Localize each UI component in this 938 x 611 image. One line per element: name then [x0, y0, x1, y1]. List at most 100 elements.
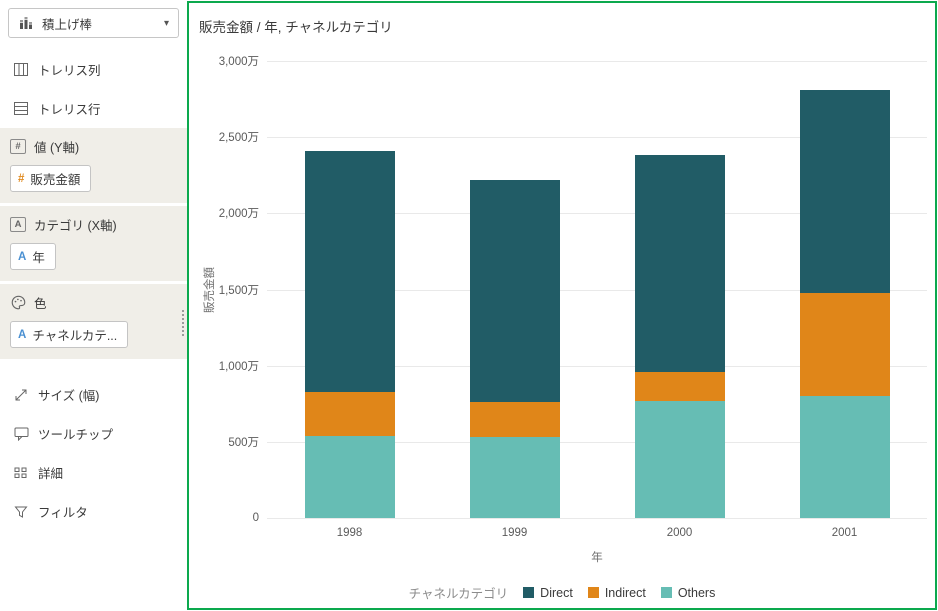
gridline [267, 289, 927, 291]
sidebar-item-trellis-columns[interactable]: トレリス列 [0, 50, 187, 89]
bar-segment-indirect[interactable] [799, 292, 890, 397]
chart-panel[interactable]: 販売金額 / 年, チャネルカテゴリ 販売金額 0 500万 1,000万 1,500… [187, 1, 937, 610]
size-icon [13, 388, 29, 402]
y-tick-label: 1,000万 [218, 360, 259, 373]
sidebar-item-label: トレリス列 [38, 64, 101, 78]
gridline [267, 137, 927, 139]
text-field-icon: A [18, 250, 27, 263]
y-tick-label: 1,500万 [218, 284, 259, 297]
stacked-bar-2000[interactable] [634, 155, 725, 518]
numeric-field-icon: # [18, 172, 25, 185]
sidebar-item-detail[interactable]: 詳細 [0, 453, 187, 492]
sidebar-item-label: トレリス行 [38, 103, 101, 117]
bar-slot [597, 61, 762, 518]
bar-segment-others[interactable] [304, 435, 395, 518]
y-axis-ticks: 0 500万 1,000万 1,500万 2,000万 2,500万 3,000万 [189, 56, 259, 524]
legend-label: Others [677, 585, 716, 600]
field-chip-label: 販売金額 [30, 173, 81, 187]
legend-item-indirect[interactable]: Indirect [587, 585, 646, 600]
y-tick-label: 500万 [228, 436, 259, 449]
gridline [267, 213, 927, 215]
tooltip-icon [13, 427, 29, 441]
gridline [267, 365, 927, 367]
legend-item-others[interactable]: Others [660, 585, 716, 600]
palette-icon [10, 295, 26, 310]
section-header: 色 [10, 293, 177, 312]
chart-type-label: 積上げ棒 [42, 17, 93, 32]
panel-resize-handle[interactable] [182, 310, 187, 336]
chart-type-dropdown[interactable]: 積上げ棒 ▾ [8, 8, 179, 38]
x-tick-label: 2001 [831, 527, 858, 539]
section-header: A カテゴリ (X軸) [10, 215, 177, 234]
sidebar-item-trellis-rows[interactable]: トレリス行 [0, 89, 187, 128]
sidebar-bottom-group: サイズ (幅) ツールチップ 詳細 フィルタ [0, 375, 187, 531]
bar-segment-others[interactable] [799, 396, 890, 518]
section-title: 色 [34, 297, 47, 311]
field-chip-label: 年 [32, 251, 45, 265]
field-chip-sales-amount[interactable]: # 販売金額 [10, 165, 92, 192]
text-field-icon: A [18, 328, 27, 341]
bar-segment-indirect[interactable] [469, 402, 560, 438]
detail-grid-icon [13, 466, 29, 479]
legend-swatch [660, 587, 672, 598]
y-tick-label: 0 [252, 512, 259, 524]
legend: チャネルカテゴリ Direct Indirect Others [189, 583, 935, 602]
plot-area [267, 61, 927, 519]
bar-segment-others[interactable] [634, 400, 725, 518]
sidebar-item-filter[interactable]: フィルタ [0, 492, 187, 531]
bars [267, 61, 927, 518]
stacked-bar-2001[interactable] [799, 89, 890, 518]
legend-items: Direct Indirect Others [523, 586, 715, 600]
section-color: 色 A チャネルカテ... [0, 284, 187, 359]
bar-segment-indirect[interactable] [304, 391, 395, 436]
chevron-down-icon: ▾ [163, 17, 169, 29]
x-tick-label: 1999 [501, 527, 528, 539]
stacked-bar-1998[interactable] [304, 150, 395, 518]
field-chip-label: チャネルカテ... [32, 329, 118, 343]
legend-label: Direct [540, 585, 573, 600]
field-chip-channel-category[interactable]: A チャネルカテ... [10, 321, 129, 348]
legend-swatch [587, 587, 599, 598]
trellis-rows-icon [13, 102, 29, 115]
gridline [267, 441, 927, 443]
field-chip-year[interactable]: A 年 [10, 243, 56, 270]
sidebar-item-tooltip[interactable]: ツールチップ [0, 414, 187, 453]
filter-funnel-icon [13, 505, 29, 519]
gridline [267, 518, 927, 519]
bar-segment-direct[interactable] [469, 179, 560, 403]
letter-a-box-icon: A [10, 217, 26, 232]
y-tick-label: 2,500万 [218, 132, 259, 145]
sidebar-item-size-width[interactable]: サイズ (幅) [0, 375, 187, 414]
bar-segment-indirect[interactable] [634, 371, 725, 401]
bar-segment-others[interactable] [469, 437, 560, 518]
section-header: # 値 (Y軸) [10, 137, 177, 156]
stacked-bar-1999[interactable] [469, 179, 560, 518]
x-axis-title: 年 [591, 552, 603, 564]
bar-segment-direct[interactable] [634, 155, 725, 372]
x-tick-label: 2000 [666, 527, 693, 539]
chart-title: 販売金額 / 年, チャネルカテゴリ [199, 20, 393, 35]
legend-title: チャネルカテゴリ [408, 587, 509, 601]
chart-config-sidebar: 積上げ棒 ▾ トレリス列 トレリス行 # 値 (Y軸) # 販売金額 A カテゴ… [0, 0, 187, 611]
sidebar-item-label: サイズ (幅) [38, 389, 100, 403]
legend-item-direct[interactable]: Direct [523, 586, 573, 600]
bar-slot [762, 61, 927, 518]
section-title: カテゴリ (X軸) [34, 219, 117, 233]
bar-segment-direct[interactable] [304, 150, 395, 392]
y-tick-label: 2,000万 [218, 208, 259, 221]
section-category-x-axis: A カテゴリ (X軸) A 年 [0, 206, 187, 281]
legend-label: Indirect [604, 585, 646, 600]
sidebar-item-label: ツールチップ [38, 428, 114, 442]
bar-segment-direct[interactable] [799, 89, 890, 293]
gridlines [267, 61, 927, 519]
gridline [267, 61, 927, 62]
hash-box-icon: # [10, 139, 26, 154]
stacked-bar-chart-icon [18, 16, 34, 30]
bar-slot [267, 61, 432, 518]
trellis-columns-icon [13, 63, 29, 76]
x-tick-label: 1998 [336, 527, 363, 539]
sidebar-item-label: フィルタ [38, 506, 88, 520]
sidebar-item-label: 詳細 [38, 467, 64, 481]
legend-swatch [523, 587, 535, 598]
y-tick-label: 3,000万 [218, 56, 259, 68]
